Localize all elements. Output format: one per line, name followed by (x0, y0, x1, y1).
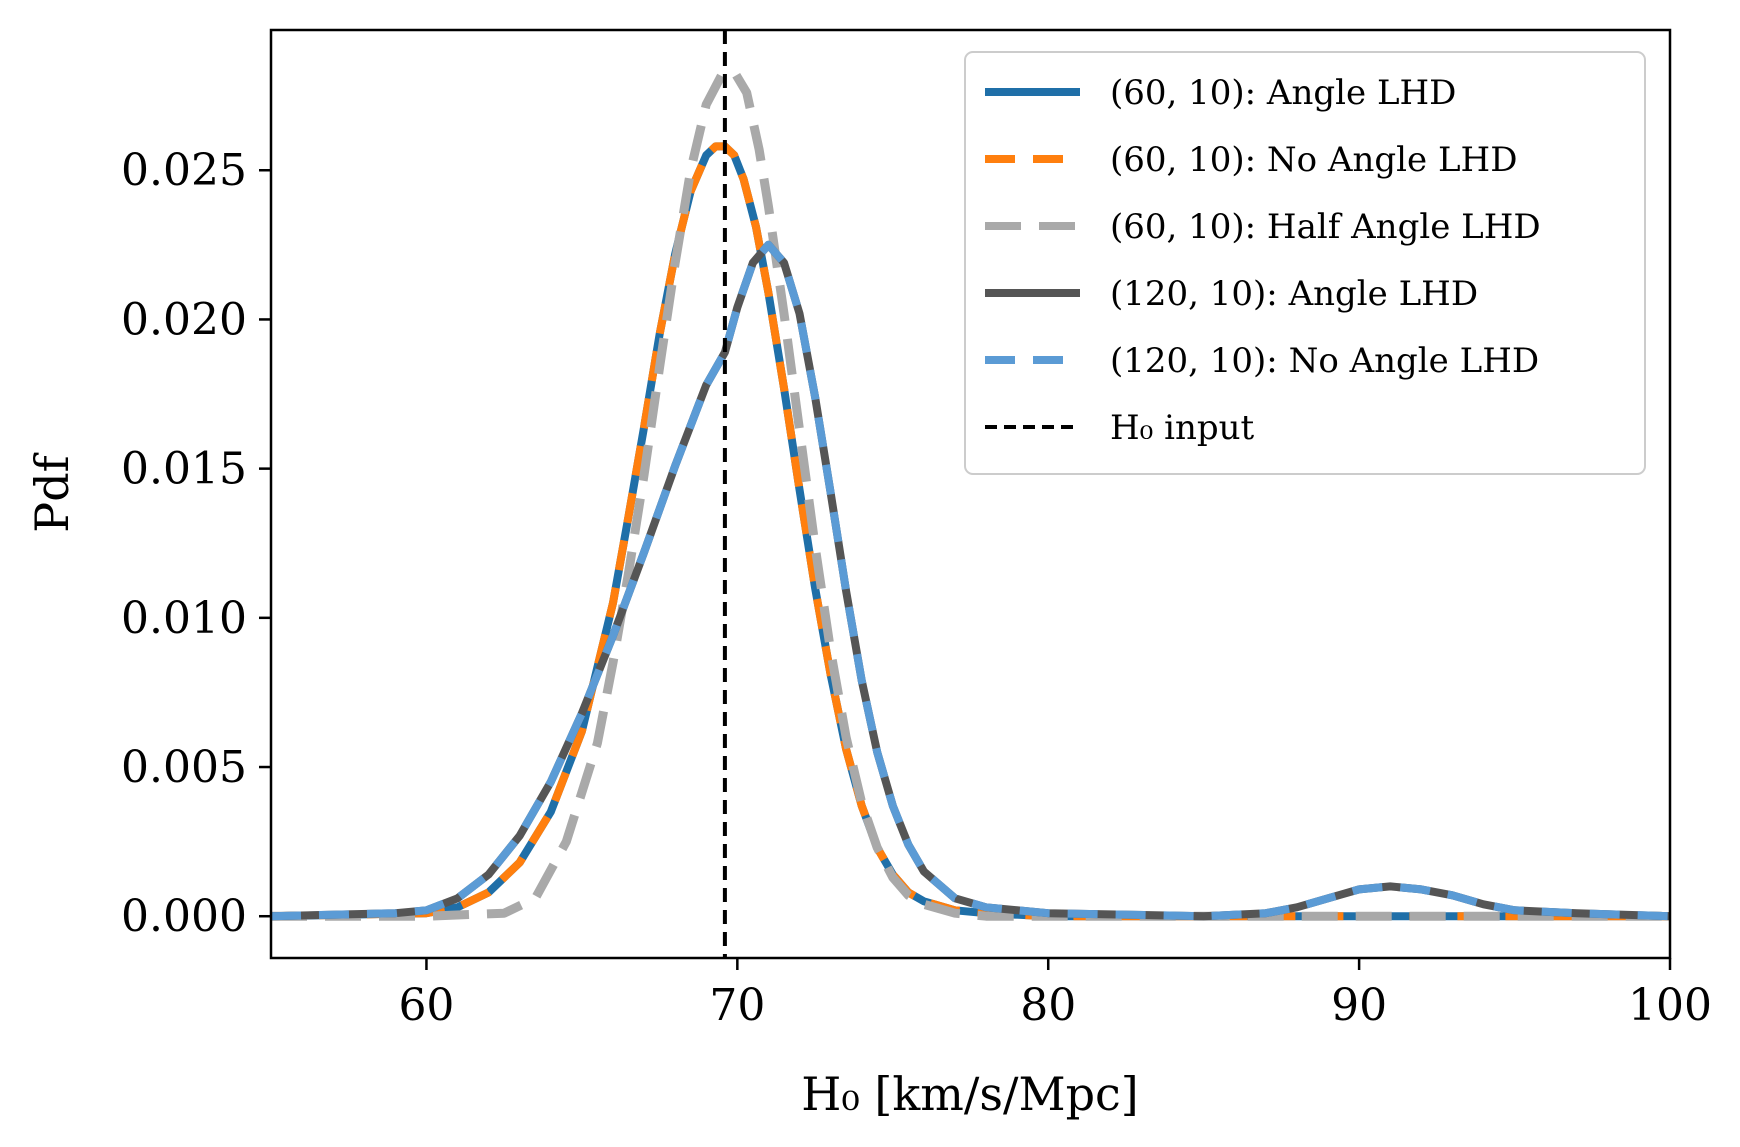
legend-label-6: H₀ input (1110, 408, 1255, 448)
legend-label-5: (120, 10): No Angle LHD (1110, 341, 1539, 381)
x-axis: 60 70 80 90 100 (398, 958, 1712, 1031)
legend: (60, 10): Angle LHD (60, 10): No Angle LH… (964, 51, 1646, 475)
plot-frame (269, 28, 1672, 960)
y-tick-label: 0.005 (121, 742, 247, 793)
x-tick-label: 80 (1020, 980, 1076, 1031)
y-tick-label: 0.010 (121, 593, 247, 644)
legend-label-4: (120, 10): Angle LHD (1110, 274, 1478, 314)
x-tick-label: 100 (1628, 980, 1712, 1031)
x-tick-label: 60 (398, 980, 454, 1031)
series-line-3 (271, 67, 1670, 921)
x-tick-label: 90 (1331, 980, 1387, 1031)
y-tick-label: 0.015 (121, 444, 247, 495)
x-axis-label: H₀ [km/s/Mpc] (801, 1067, 1138, 1121)
x-tick-label: 70 (709, 980, 765, 1031)
legend-label-1: (60, 10): Angle LHD (1110, 73, 1456, 113)
legend-label-2: (60, 10): No Angle LHD (1110, 140, 1517, 180)
legend-box (964, 51, 1646, 475)
series-line-5 (271, 240, 1670, 921)
y-tick-label: 0.000 (121, 891, 247, 942)
legend-label-3: (60, 10): Half Angle LHD (1110, 207, 1541, 247)
y-axis: 0.000 0.005 0.010 0.015 0.020 0.025 (121, 145, 271, 942)
y-axis-label: Pdf (25, 452, 79, 532)
series-layer (271, 30, 1670, 958)
y-tick-label: 0.020 (121, 294, 247, 345)
y-tick-label: 0.025 (121, 145, 247, 196)
